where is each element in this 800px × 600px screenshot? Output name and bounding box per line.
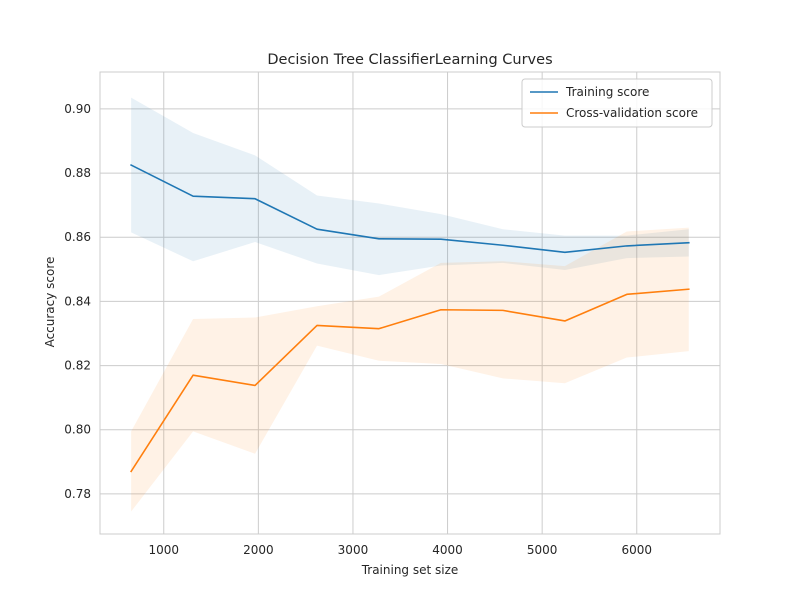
x-tick-label: 1000 (148, 543, 179, 557)
x-tick-label: 3000 (338, 543, 369, 557)
confidence-band-series-2 (131, 227, 689, 512)
plot-area (100, 72, 720, 534)
legend: Training score Cross-validation score (521, 78, 713, 128)
x-axis-label: Training set size (361, 563, 459, 577)
y-tick-label: 0.86 (64, 230, 91, 244)
grid (100, 72, 720, 534)
plot-frame (99, 71, 721, 535)
series-line-1 (130, 163, 690, 254)
x-tick-label: 4000 (432, 543, 463, 557)
series-line-2 (130, 288, 690, 473)
legend-label-series-1: Training score (565, 85, 649, 99)
x-tick-label: 5000 (527, 543, 558, 557)
y-tick-label: 0.84 (64, 294, 91, 308)
x-tick-label: 2000 (243, 543, 274, 557)
plot-border (99, 71, 721, 535)
confidence-band-series-1 (131, 97, 689, 276)
y-axis-label: Accuracy score (43, 257, 57, 348)
y-tick-label: 0.88 (64, 166, 91, 180)
series-lines (130, 163, 690, 473)
x-axis-ticks: 1000 2000 3000 4000 5000 6000 (148, 543, 652, 557)
y-tick-label: 0.78 (64, 487, 91, 501)
plot-background (100, 72, 720, 534)
y-tick-label: 0.82 (64, 359, 91, 373)
legend-label-series-2: Cross-validation score (566, 106, 698, 120)
y-tick-label: 0.80 (64, 423, 91, 437)
y-axis-ticks: 0.78 0.80 0.82 0.84 0.86 0.88 0.90 (64, 102, 91, 501)
x-tick-label: 6000 (621, 543, 652, 557)
y-tick-label: 0.90 (64, 102, 91, 116)
legend-box (521, 78, 713, 128)
chart-title: Decision Tree ClassifierLearning Curves (267, 52, 552, 68)
confidence-bands (131, 97, 689, 512)
